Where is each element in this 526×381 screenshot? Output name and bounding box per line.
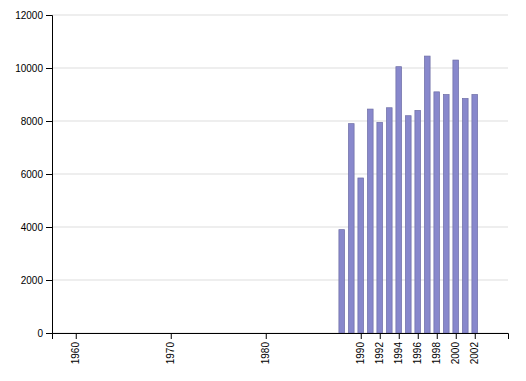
plot: 1960 1970 1980 1990 1992 1994 1996 1998 2000 2002… [15,10,508,365]
x-tick-label: 1970 [165,342,176,365]
x-tick-label: 1990 [355,342,366,365]
y-tick-label: 0 [37,328,43,339]
y-tick: 4000 [21,222,52,233]
y-tick-label: 8000 [21,116,44,127]
x-tick: 1992 [374,333,385,364]
bar [348,124,354,333]
x-tick-label: 2000 [450,342,461,365]
x-tick-label: 1994 [393,342,404,365]
bar [424,56,430,333]
y-tick: 6000 [21,169,52,180]
x-tick-label: 1960 [70,342,81,365]
x-tick: 1960 [70,333,81,364]
x-axis: 1960 1970 1980 1990 1992 1994 1996 1998 2000 2002 [53,333,509,364]
y-tick-mark [46,68,52,69]
x-tick: 2002 [469,333,480,364]
bar [358,178,364,333]
x-tick-mark [418,333,419,339]
y-tick-mark [46,333,52,334]
x-tick-mark [437,333,438,339]
x-tick: 2000 [450,333,461,364]
y-tick-mark [46,280,52,281]
x-tick-label: 1992 [374,342,385,365]
x-tick-mark [456,333,457,339]
y-tick-mark [46,121,52,122]
chart: 1960 1970 1980 1990 1992 1994 1996 1998 2000 2002… [0,0,526,381]
x-tick: 1970 [165,333,176,364]
y-tick: 2000 [21,275,52,286]
bar [396,67,402,333]
y-tick-label: 4000 [21,222,44,233]
y-axis-line [46,16,53,334]
x-tick-mark [76,333,77,339]
bar [386,108,392,333]
y-axis: 0 2000 4000 6000 8000 10000 12000 [15,10,52,339]
grid-line [52,68,508,69]
y-tick: 0 [37,328,52,339]
x-tick-mark [171,333,172,339]
bar [367,109,373,333]
x-tick: 1994 [393,333,404,364]
x-tick-mark [399,333,400,339]
x-tick: 1980 [260,333,271,364]
bar [377,122,383,333]
bars [339,56,478,333]
x-tick: 1996 [412,333,423,364]
x-tick-mark [475,333,476,339]
y-tick: 8000 [21,116,52,127]
x-tick-label: 1998 [431,342,442,365]
x-tick: 1998 [431,333,442,364]
x-tick-label: 1980 [260,342,271,365]
bar [462,98,468,333]
y-tick: 12000 [15,10,52,21]
x-tick-label: 1996 [412,342,423,365]
y-tick-label: 2000 [21,275,44,286]
y-tick-label: 10000 [15,63,43,74]
bar [472,95,478,334]
x-tick-label: 2002 [469,342,480,365]
x-tick: 1990 [355,333,366,364]
x-axis-line [53,334,509,340]
grid-line [52,15,508,16]
y-tick-mark [46,174,52,175]
bar [443,95,449,334]
bar [405,116,411,333]
bar [339,230,345,333]
bar [453,60,459,333]
grid [52,15,508,333]
y-tick: 10000 [15,63,52,74]
x-tick-mark [380,333,381,339]
y-tick-label: 12000 [15,10,43,21]
x-tick-mark [361,333,362,339]
x-tick-mark [266,333,267,339]
y-tick-mark [46,15,52,16]
bar [434,92,440,333]
bar [415,110,421,333]
y-tick-mark [46,227,52,228]
y-tick-label: 6000 [21,169,44,180]
